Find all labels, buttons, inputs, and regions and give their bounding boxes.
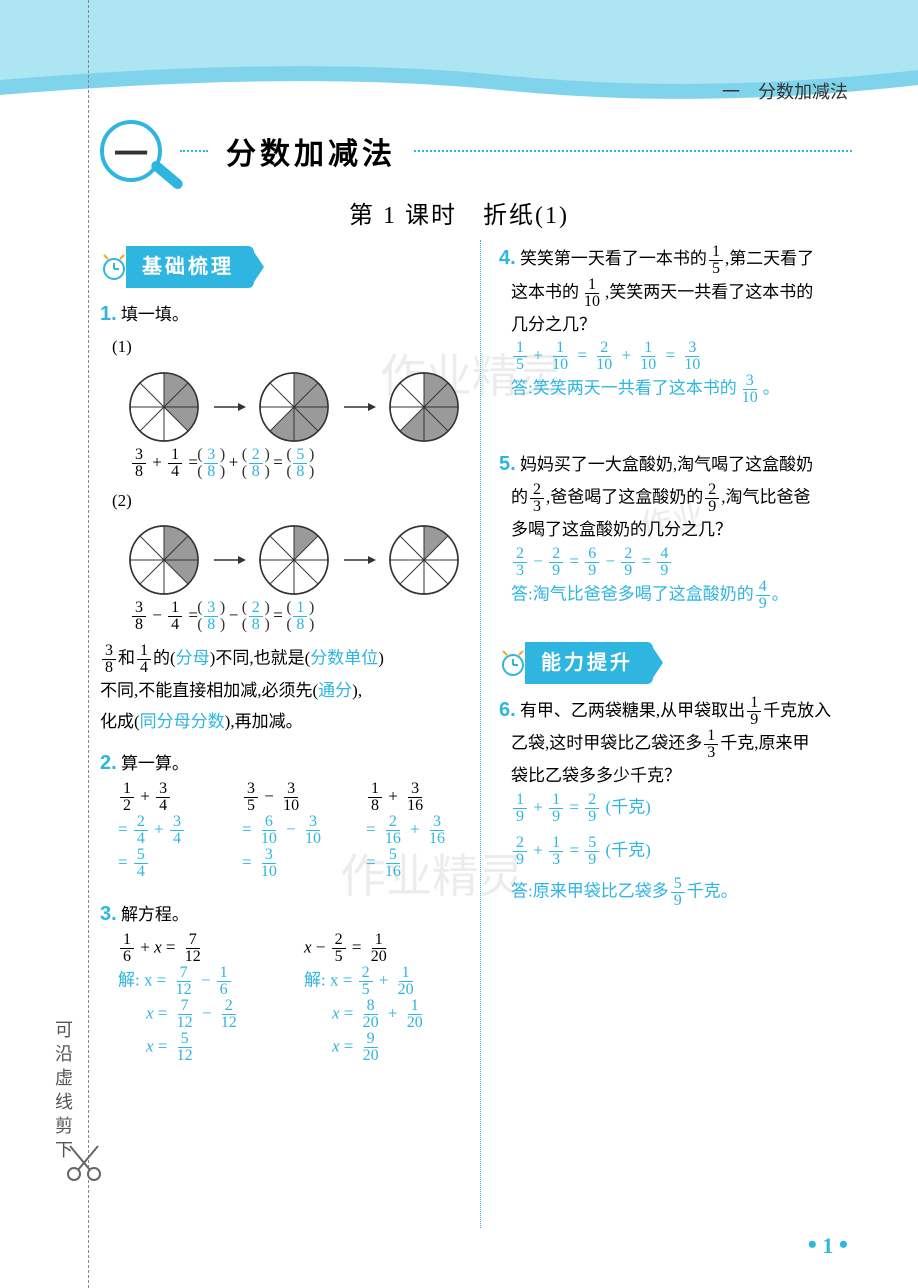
q2: 2. 算一算。 12 + 34 = 24 + 34 = 54 35 − 310 …: [100, 745, 460, 880]
pie-icon: [128, 371, 200, 443]
q5: 5. 妈妈买了一大盒酸奶,淘气喝了这盒酸奶 的23,爸爸喝了这盒酸奶的29,淘气…: [499, 446, 858, 612]
q1-num: 1.: [100, 303, 117, 325]
arrow-icon: [342, 400, 376, 414]
q3-e1: 16 + x = 712 解: x = 712 − 16 x = 712 − 2…: [118, 932, 274, 1064]
q1: 1. 填一填。 (1) 38 + 14 = 38 + 28 = 58 (2) 3…: [100, 296, 460, 737]
chapter-header: 一 分数加减法: [100, 120, 858, 182]
q5-work: 23 − 29 = 69 − 29 = 49: [511, 546, 858, 579]
right-column: 4. 笑笑第一天看了一本书的15,第二天看了 这本书的110,笑笑两天一共看了这…: [480, 240, 858, 1228]
q5-answer: 答:淘气比爸爸多喝了这盒酸奶的49。: [511, 579, 858, 612]
chapter-title: 分数加减法: [226, 129, 396, 173]
q5-num: 5.: [499, 453, 516, 475]
arrow-icon: [212, 553, 246, 567]
q1-pies-2: [128, 524, 460, 596]
q6-answer: 答:原来甲袋比乙袋多59千克。: [511, 876, 858, 909]
section-basic-label: 基础梳理: [126, 246, 254, 288]
section-skill: 能力提升: [499, 642, 653, 684]
arrow-icon: [212, 400, 246, 414]
q2-title: 算一算。: [121, 754, 189, 773]
q1-sub2: (2): [112, 486, 460, 517]
pie-icon: [258, 371, 330, 443]
q1-title: 填一填。: [121, 305, 189, 324]
q1-eq1: 38 + 14 = 38 + 28 = 58: [130, 447, 460, 480]
q6-work2: 29 + 13 = 59 (千克): [511, 835, 858, 868]
q1-eq2: 38 − 14 = 38 − 28 = 18: [130, 600, 460, 633]
q1-explain-2: 不同,不能直接相加减,必须先(通分),: [100, 676, 460, 707]
q2-problems: 12 + 34 = 24 + 34 = 54 35 − 310 = 610 − …: [118, 781, 460, 880]
chapter-num: 一: [100, 120, 162, 182]
left-column: 基础梳理 1. 填一填。 (1) 38 + 14 = 38 + 28 = 58 …: [100, 240, 460, 1228]
q6: 6. 有甲、乙两袋糖果,从甲袋取出19千克放入 乙袋,这时甲袋比乙袋还多13千克…: [499, 692, 858, 909]
q6-work1: 19 + 19 = 29 (千克): [511, 792, 858, 825]
q1-sub1: (1): [112, 332, 460, 363]
q2-num: 2.: [100, 752, 117, 774]
q6-num: 6.: [499, 699, 516, 721]
q4-num: 4.: [499, 247, 516, 269]
q1-explain: 38和14的(分母)不同,也就是(分数单位): [100, 643, 460, 676]
pie-icon: [388, 371, 460, 443]
q4-work: 15 + 110 = 210 + 110 = 310: [511, 340, 858, 373]
q3-e2: x − 25 = 120 解: x = 25 + 120 x = 820 + 1…: [304, 932, 460, 1064]
q1-explain-3: 化成(同分母分数),再加减。: [100, 707, 460, 738]
q3: 3. 解方程。 16 + x = 712 解: x = 712 − 16 x =…: [100, 896, 460, 1064]
content-area: 基础梳理 1. 填一填。 (1) 38 + 14 = 38 + 28 = 58 …: [100, 240, 858, 1228]
pie-icon: [128, 524, 200, 596]
q3-num: 3.: [100, 903, 117, 925]
q2-c1: 12 + 34 = 24 + 34 = 54: [118, 781, 212, 880]
lesson-title: 第 1 课时 折纸(1): [0, 195, 918, 230]
pie-icon: [258, 524, 330, 596]
q2-c3: 18 + 316 = 216 + 316 = 516: [366, 781, 460, 880]
q4: 4. 笑笑第一天看了一本书的15,第二天看了 这本书的110,笑笑两天一共看了这…: [499, 240, 858, 406]
q1-pies-1: [128, 371, 460, 443]
arrow-icon: [342, 553, 376, 567]
section-skill-label: 能力提升: [525, 642, 653, 684]
clock-icon: [100, 253, 128, 281]
q4-answer: 答:笑笑两天一共看了这本书的310。: [511, 373, 858, 406]
page-number: • 1 •: [808, 1230, 848, 1260]
cut-line: [88, 0, 89, 1288]
pie-icon: [388, 524, 460, 596]
clock-icon: [499, 649, 527, 677]
q3-problems: 16 + x = 712 解: x = 712 − 16 x = 712 − 2…: [118, 932, 460, 1064]
q2-c2: 35 − 310 = 610 − 310 = 310: [242, 781, 336, 880]
q3-title: 解方程。: [121, 905, 189, 924]
section-basic: 基础梳理: [100, 246, 254, 288]
header-breadcrumb: 一 分数加减法: [722, 78, 848, 104]
